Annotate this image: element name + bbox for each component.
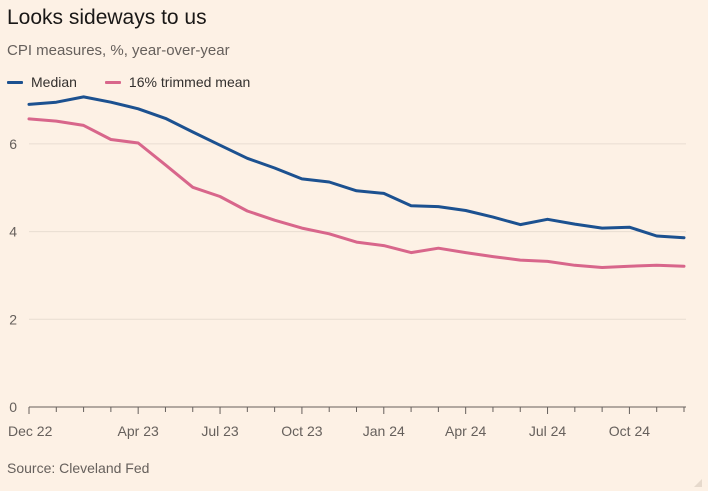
x-tick-label: Apr 24 [445,423,486,439]
legend-item-trimmed-mean: 16% trimmed mean [104,74,251,90]
x-tick-label: Apr 23 [118,423,159,439]
y-tick-label: 4 [9,224,17,240]
x-tick-label: Jan 24 [363,423,405,439]
resize-corner-icon [694,479,702,487]
legend-swatch-median [7,80,23,84]
legend-item-median: Median [7,74,77,90]
x-tick-label: Dec 22 [8,423,53,439]
chart-subtitle: CPI measures, %, year-over-year [7,42,230,59]
legend-label-trimmed-mean: 16% trimmed mean [128,74,251,90]
x-tick-label: Jul 23 [201,423,239,439]
y-tick-label: 2 [9,311,17,327]
y-tick-label: 0 [9,399,17,415]
x-tick-label: Jul 24 [529,423,567,439]
series-line-median [27,95,686,240]
source-note: Source: Cleveland Fed [7,460,150,476]
series-line-trimmed-mean [27,117,686,269]
legend-swatch-trimmed-mean [104,80,121,84]
x-tick-label: Oct 23 [281,423,322,439]
x-tick-label: Oct 24 [609,423,650,439]
legend: Median 16% trimmed mean [7,74,278,90]
legend-label-median: Median [31,74,77,90]
y-tick-label: 6 [9,136,17,152]
chart-title: Looks sideways to us [7,6,207,29]
